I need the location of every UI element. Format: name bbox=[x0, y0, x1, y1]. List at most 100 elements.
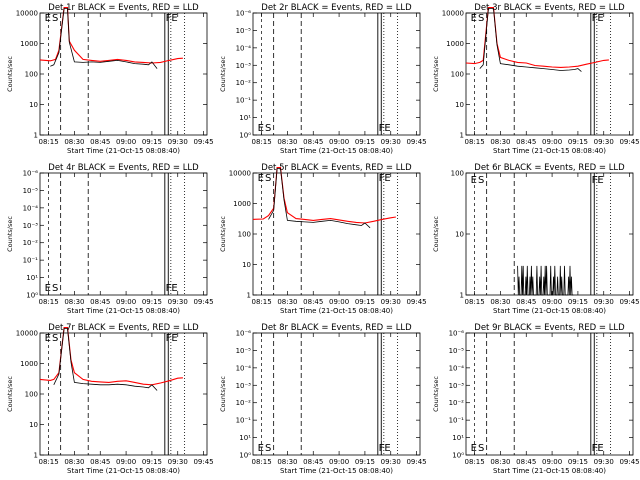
x-tick-label: 09:30 bbox=[381, 138, 401, 146]
marker-label-fe: FE bbox=[166, 283, 178, 294]
x-tick-label: 08:30 bbox=[277, 458, 297, 466]
x-axis-label: Start Time (21-Oct-15 08:08:40) bbox=[493, 467, 606, 475]
y-tick-label: 10 bbox=[455, 231, 464, 239]
y-tick-label: 1000 bbox=[20, 360, 38, 368]
panel-det-3: Det 3r BLACK = Events, RED = LLD 1 10 100 10… bbox=[432, 3, 640, 155]
x-tick-label: 09:45 bbox=[193, 138, 213, 146]
y-tick-label: 10 bbox=[242, 261, 251, 269]
x-tick-label: 08:30 bbox=[64, 458, 84, 466]
panel-title: Det 4r BLACK = Events, RED = LLD bbox=[48, 163, 199, 173]
y-tick-label: 100 bbox=[238, 231, 251, 239]
series-events bbox=[517, 265, 574, 296]
marker-label-s: S bbox=[52, 283, 58, 294]
y-tick-label: 10¹ bbox=[239, 114, 251, 122]
x-tick-label: 08:45 bbox=[90, 138, 110, 146]
x-tick-label: 08:15 bbox=[252, 138, 272, 146]
x-tick-label: 08:15 bbox=[252, 458, 272, 466]
plot-frame bbox=[465, 172, 634, 296]
y-tick-label: 10⁰ bbox=[452, 452, 464, 460]
x-tick-label: 09:15 bbox=[568, 298, 588, 306]
y-axis-label: Counts/sec bbox=[6, 376, 14, 412]
x-tick-label: 08:45 bbox=[303, 298, 323, 306]
plot-frame bbox=[39, 332, 208, 456]
y-tick-label: 1000 bbox=[446, 40, 464, 48]
x-tick-label: 09:30 bbox=[594, 298, 614, 306]
marker-label-s: S bbox=[52, 13, 58, 24]
plot-frame bbox=[252, 12, 421, 136]
panel-title: Det 5r BLACK = Events, RED = LLD bbox=[261, 163, 412, 173]
x-tick-label: 09:15 bbox=[142, 298, 162, 306]
x-tick-label: 08:15 bbox=[465, 298, 485, 306]
y-tick-label: 10⁰ bbox=[239, 132, 251, 140]
marker-label-fe: FE bbox=[379, 173, 391, 184]
panel-title: Det 2r BLACK = Events, RED = LLD bbox=[261, 3, 412, 13]
x-tick-label: 09:00 bbox=[542, 458, 562, 466]
x-tick-label: 09:00 bbox=[329, 138, 349, 146]
y-tick-label: 1 bbox=[460, 292, 464, 300]
x-tick-label: 09:15 bbox=[355, 138, 375, 146]
y-tick-label: 10¹ bbox=[239, 434, 251, 442]
x-tick-label: 08:15 bbox=[39, 458, 59, 466]
y-tick-label: 10⁻² bbox=[449, 399, 465, 407]
y-tick-label: 10⁻⁶ bbox=[449, 330, 465, 338]
x-tick-label: 09:15 bbox=[568, 138, 588, 146]
x-axis-label: Start Time (21-Oct-15 08:08:40) bbox=[280, 147, 393, 155]
x-tick-label: 09:00 bbox=[116, 138, 136, 146]
panel-det-2: Det 2r BLACK = Events, RED = LLD 10⁰ 10¹ 10… bbox=[219, 3, 427, 155]
series-events bbox=[479, 8, 582, 72]
y-tick-label: 1 bbox=[34, 452, 38, 460]
x-tick-label: 09:15 bbox=[355, 298, 375, 306]
x-tick-label: 09:15 bbox=[568, 458, 588, 466]
y-tick-label: 100 bbox=[25, 391, 38, 399]
marker-label-s: S bbox=[478, 443, 484, 454]
marker-label-e: E bbox=[45, 333, 51, 344]
panel-title: Det 3r BLACK = Events, RED = LLD bbox=[474, 3, 625, 13]
y-tick-label: 10⁻⁵ bbox=[236, 347, 252, 355]
y-tick-label: 100 bbox=[25, 71, 38, 79]
y-axis-label: Counts/sec bbox=[219, 376, 227, 412]
y-tick-label: 10⁻⁶ bbox=[236, 330, 252, 338]
marker-label-e: E bbox=[45, 283, 51, 294]
x-tick-label: 09:30 bbox=[168, 298, 188, 306]
x-tick-label: 08:45 bbox=[516, 458, 536, 466]
y-axis-label: Counts/sec bbox=[219, 56, 227, 92]
x-tick-label: 08:15 bbox=[465, 138, 485, 146]
y-axis-label: Counts/sec bbox=[432, 56, 440, 92]
panel-title: Det 7r BLACK = Events, RED = LLD bbox=[48, 323, 199, 333]
marker-label-e: E bbox=[45, 13, 51, 24]
x-axis-label: Start Time (21-Oct-15 08:08:40) bbox=[280, 307, 393, 315]
x-tick-label: 08:45 bbox=[90, 458, 110, 466]
x-tick-label: 08:30 bbox=[490, 458, 510, 466]
x-tick-label: 09:30 bbox=[381, 458, 401, 466]
series-lld bbox=[39, 7, 183, 64]
marker-label-fe: FE bbox=[166, 333, 178, 344]
x-tick-label: 08:30 bbox=[277, 298, 297, 306]
x-tick-label: 09:00 bbox=[116, 298, 136, 306]
x-tick-label: 08:15 bbox=[465, 458, 485, 466]
x-tick-label: 09:00 bbox=[116, 458, 136, 466]
marker-label-e: E bbox=[471, 13, 477, 24]
x-tick-label: 08:45 bbox=[90, 298, 110, 306]
y-tick-label: 10¹ bbox=[452, 434, 464, 442]
plot-frame bbox=[39, 12, 208, 136]
marker-label-fe: FE bbox=[592, 13, 604, 24]
marker-label-s: S bbox=[478, 13, 484, 24]
x-tick-label: 09:45 bbox=[406, 458, 426, 466]
panel-title: Det 8r BLACK = Events, RED = LLD bbox=[261, 323, 412, 333]
x-tick-label: 09:45 bbox=[406, 138, 426, 146]
y-tick-label: 10⁻¹ bbox=[449, 417, 465, 425]
y-tick-label: 10⁻⁵ bbox=[449, 347, 465, 355]
y-tick-label: 10⁻² bbox=[236, 399, 252, 407]
marker-label-e: E bbox=[471, 175, 477, 186]
marker-label-s: S bbox=[265, 173, 271, 184]
y-tick-label: 10⁻³ bbox=[236, 382, 252, 390]
plot-frame bbox=[39, 172, 208, 296]
marker-label-s: S bbox=[265, 123, 271, 134]
x-axis-label: Start Time (21-Oct-15 08:08:40) bbox=[67, 307, 180, 315]
x-axis-label: Start Time (21-Oct-15 08:08:40) bbox=[493, 307, 606, 315]
marker-label-s: S bbox=[265, 443, 271, 454]
x-tick-label: 09:45 bbox=[193, 298, 213, 306]
x-tick-label: 09:30 bbox=[168, 458, 188, 466]
y-tick-label: 10⁻² bbox=[23, 239, 39, 247]
x-tick-label: 08:45 bbox=[516, 298, 536, 306]
